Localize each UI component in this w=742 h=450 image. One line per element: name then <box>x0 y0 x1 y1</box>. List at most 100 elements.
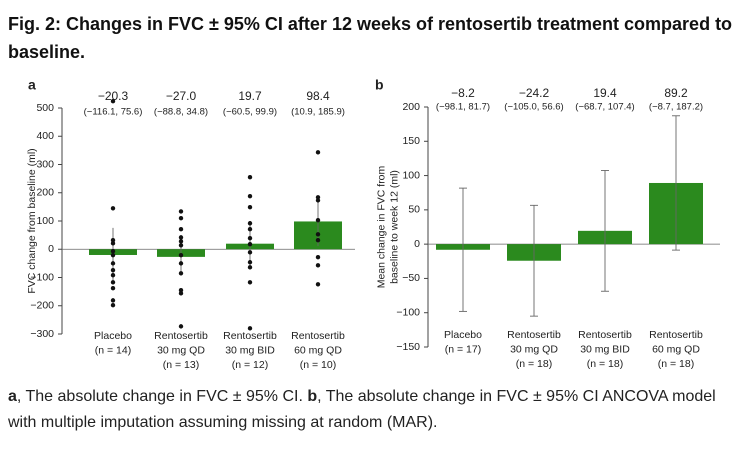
value-label: 89.2 <box>664 86 688 100</box>
ci-label: (−116.1, 75.6) <box>84 107 143 118</box>
value-label: 19.7 <box>238 89 262 103</box>
data-point <box>110 252 116 258</box>
x-tick-label: Rentosertib <box>154 330 208 342</box>
x-tick-label: Rentosertib <box>223 330 277 342</box>
data-point <box>178 239 184 244</box>
data-point <box>247 175 253 180</box>
y-axis-label-line: FVC change from baseline (ml) <box>26 148 38 293</box>
data-point <box>110 261 116 266</box>
x-tick-label: Placebo <box>94 330 132 342</box>
y-tick-label: −150 <box>396 341 420 353</box>
data-point <box>315 238 321 243</box>
data-point <box>110 238 116 243</box>
data-point <box>178 209 184 214</box>
category-note: (n = 18) <box>658 358 694 370</box>
x-tick-label: 30 mg QD <box>510 343 558 355</box>
data-point <box>178 291 184 296</box>
data-point <box>178 261 184 266</box>
x-tick-label: 60 mg QD <box>652 343 700 355</box>
data-point <box>110 302 116 308</box>
data-point <box>315 195 321 200</box>
category-note: (n = 18) <box>516 358 552 370</box>
data-point <box>178 226 184 232</box>
data-point <box>315 263 321 268</box>
data-point <box>110 241 116 246</box>
data-point <box>178 252 184 258</box>
value-label: −27.0 <box>166 89 197 103</box>
data-point <box>247 204 253 210</box>
y-axis-label: Mean change in FVC frombaseline to week … <box>375 165 400 288</box>
data-point <box>110 267 116 273</box>
category-note: (n = 10) <box>300 359 336 371</box>
y-tick-label: 100 <box>36 215 54 227</box>
data-point <box>247 265 253 270</box>
x-tick-label: 30 mg QD <box>157 344 205 356</box>
y-tick-label: −100 <box>30 271 54 283</box>
y-tick-label: 100 <box>402 169 420 181</box>
y-tick-label: 300 <box>36 158 54 170</box>
y-tick-label: 0 <box>48 243 54 255</box>
value-label: 98.4 <box>306 89 330 103</box>
panel-label: b <box>375 77 384 93</box>
data-point <box>315 150 321 155</box>
data-point <box>178 235 184 240</box>
category-note: (n = 14) <box>95 344 131 356</box>
y-axis-label: FVC change from baseline (ml) <box>26 148 38 293</box>
caption-part: a <box>8 388 17 405</box>
y-axis-label-line: Mean change in FVC from <box>375 165 387 288</box>
x-tick-label: 30 mg BID <box>225 344 275 356</box>
ci-label: (−105.0, 56.6) <box>504 102 563 113</box>
data-point <box>247 260 253 265</box>
data-point <box>110 273 116 278</box>
data-point <box>315 217 321 223</box>
data-point <box>247 226 253 232</box>
caption: a, The absolute change in FVC ± 95% CI. … <box>8 384 734 436</box>
ci-label: (−8.7, 187.2) <box>649 102 703 113</box>
data-point <box>178 324 184 329</box>
category-note: (n = 13) <box>163 359 199 371</box>
category-note: (n = 18) <box>587 358 623 370</box>
caption-part: , The absolute change in FVC ± 95% CI AN… <box>8 388 716 431</box>
x-tick-label: Rentosertib <box>507 329 561 341</box>
y-tick-label: 500 <box>36 102 54 114</box>
data-point <box>247 193 253 199</box>
data-point <box>247 280 253 285</box>
data-point <box>110 206 116 211</box>
data-point <box>247 221 253 226</box>
ci-label: (−60.5, 99.9) <box>223 107 277 118</box>
data-point <box>110 280 116 285</box>
y-tick-label: 400 <box>36 130 54 142</box>
data-point <box>178 288 184 293</box>
data-point <box>178 271 184 276</box>
data-point <box>247 326 253 331</box>
category-note: (n = 12) <box>232 359 268 371</box>
data-point <box>247 236 253 241</box>
y-tick-label: 50 <box>408 204 420 216</box>
value-label: −20.3 <box>98 89 129 103</box>
y-tick-label: −100 <box>396 306 420 318</box>
y-tick-label: 0 <box>414 238 420 250</box>
ci-label: (−68.7, 107.4) <box>575 102 634 113</box>
caption-part: b <box>307 388 318 405</box>
value-label: −24.2 <box>519 86 550 100</box>
data-point <box>178 215 184 221</box>
data-point <box>247 241 253 247</box>
data-point <box>110 249 116 254</box>
figure-title: Fig. 2: Changes in FVC ± 95% CI after 12… <box>8 14 733 62</box>
y-tick-label: 150 <box>402 135 420 147</box>
x-tick-label: 60 mg QD <box>294 344 342 356</box>
y-tick-label: −50 <box>402 272 420 284</box>
panel-label: a <box>28 77 36 93</box>
x-tick-label: 30 mg BID <box>580 343 630 355</box>
ci-label: (−98.1, 81.7) <box>436 102 490 113</box>
ci-label: (10.9, 185.9) <box>291 107 345 118</box>
data-point <box>110 286 116 291</box>
ci-label: (−88.8, 34.8) <box>154 107 208 118</box>
data-point <box>315 254 321 260</box>
data-point <box>110 298 116 303</box>
data-point <box>110 99 116 104</box>
y-tick-label: −300 <box>30 328 54 340</box>
y-tick-label: 200 <box>36 187 54 199</box>
x-tick-label: Placebo <box>444 329 482 341</box>
